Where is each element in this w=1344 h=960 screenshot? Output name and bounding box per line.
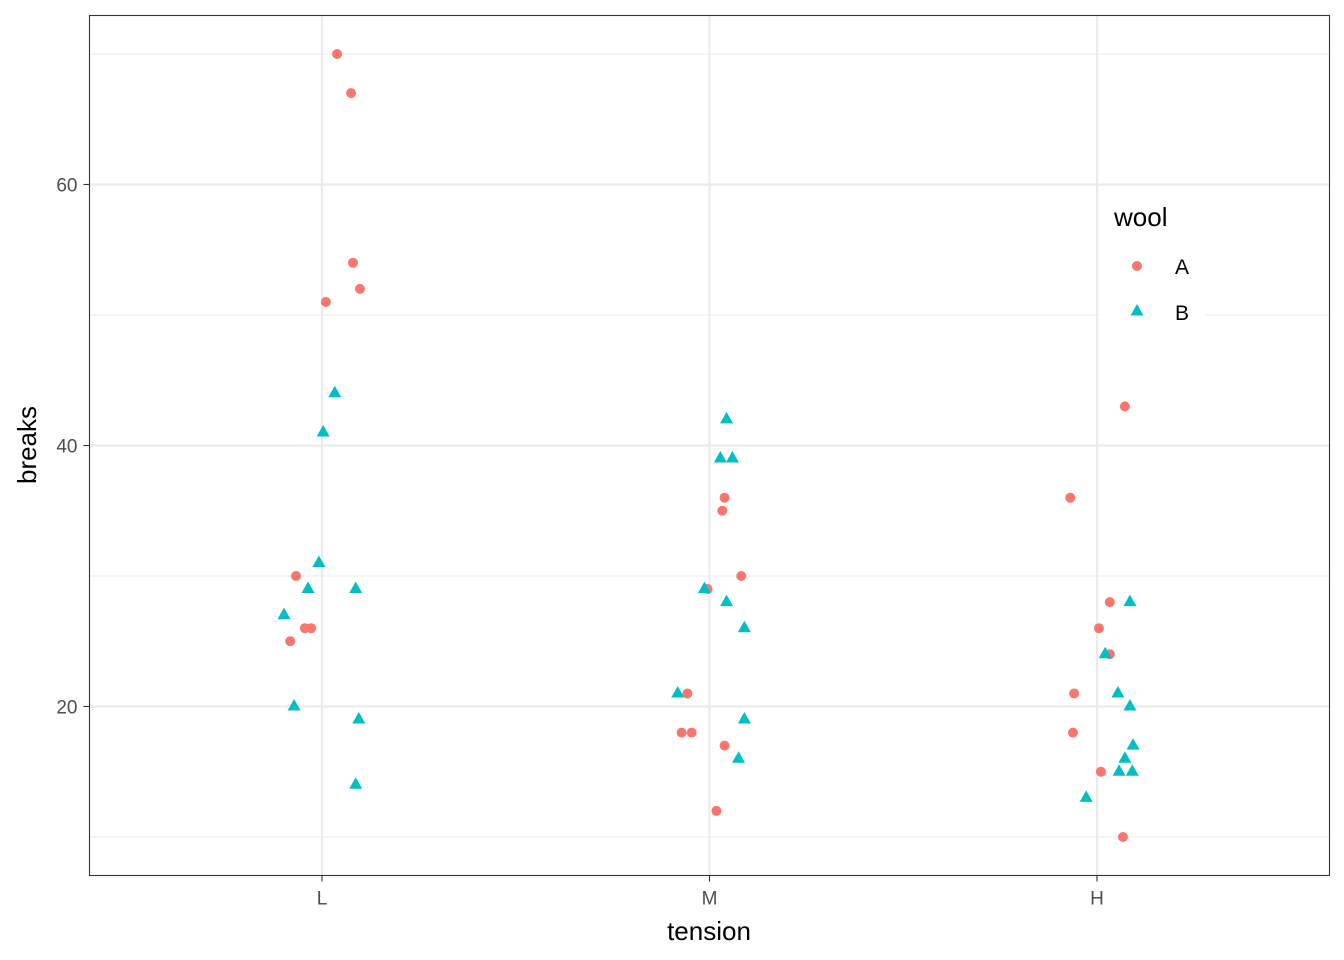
point-wool-b [720,411,734,424]
point-wool-b [349,777,363,789]
x-tick-label: M [702,889,718,910]
point-wool-a [719,740,730,751]
point-wool-a [682,688,693,699]
point-wool-a [1069,688,1080,699]
point-wool-a [1117,832,1128,843]
point-wool-b [671,685,685,698]
point-wool-a [1065,492,1076,503]
point-wool-a [1067,727,1078,738]
point-wool-b [312,555,326,567]
point-wool-b [1112,764,1126,776]
axes: 20 40 60 L M H [56,175,1104,909]
point-wool-b [1123,594,1137,607]
point-wool-b [1118,751,1132,763]
point-wool-a [332,48,343,59]
legend: wool A B [1100,195,1206,330]
point-wool-b [1123,699,1137,711]
point-wool-b [301,581,315,594]
legend-label-a: A [1175,256,1189,279]
legend-key-b-triangle [1130,304,1144,316]
point-wool-a [320,296,331,307]
point-wool-b [287,699,301,711]
point-wool-b [713,451,727,463]
x-tick-label: L [317,889,328,910]
point-wool-b [1098,646,1112,659]
y-axis-title: breaks [12,406,42,484]
point-wool-b [316,424,330,437]
point-wool-a [1104,597,1115,608]
point-wool-a [711,805,722,816]
point-wool-b [737,712,751,724]
point-wool-b [328,385,342,398]
point-wool-a [717,505,728,516]
point-wool-a [285,636,296,647]
point-wool-b [1126,738,1140,750]
point-wool-b [725,451,739,463]
legend-title: wool [1113,202,1167,232]
point-wool-b [720,594,734,607]
point-wool-a [719,492,730,503]
data-points [277,48,1140,843]
point-wool-a [1119,401,1130,412]
point-wool-b [732,751,746,763]
legend-background [1100,195,1206,330]
x-axis-title: tension [667,916,751,946]
y-tick-label: 40 [56,437,77,458]
point-wool-b [1125,764,1139,776]
point-wool-a [1095,766,1106,777]
point-wool-a [676,727,687,738]
y-tick-label: 20 [56,698,77,719]
point-wool-b [1079,790,1093,802]
point-wool-a [306,623,317,634]
point-wool-a [291,571,302,582]
point-wool-b [352,712,366,724]
point-wool-b [277,607,291,620]
point-wool-a [348,257,358,268]
legend-label-b: B [1175,302,1189,325]
x-tick-label: H [1090,889,1104,910]
point-wool-b [349,581,363,594]
point-wool-a [736,571,747,582]
legend-key-a-circle [1132,261,1142,271]
point-wool-b [697,581,711,594]
y-tick-label: 60 [56,175,77,196]
point-wool-b [737,620,751,633]
point-wool-a [686,727,697,738]
point-wool-a [1093,623,1104,634]
point-wool-a [346,88,357,99]
point-wool-a [354,283,365,294]
grid-lines [89,15,1330,876]
point-wool-b [1111,685,1125,698]
